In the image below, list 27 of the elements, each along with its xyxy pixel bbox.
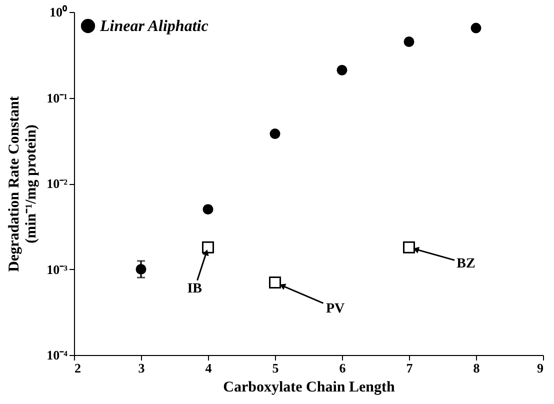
- x-tick-label: 8: [473, 360, 480, 376]
- y-tick-label: 10⁻²: [46, 176, 68, 191]
- point: [403, 241, 415, 254]
- point: [404, 36, 414, 47]
- y-tick-label: 10⁻¹: [46, 90, 68, 106]
- y-tick-label: 10⁰: [50, 4, 68, 20]
- x-tick-label: 2: [74, 360, 81, 376]
- x-axis-title: Carboxylate Chain Length: [223, 380, 396, 396]
- point: [270, 128, 280, 140]
- legend-label: Linear Aliphatic: [99, 18, 208, 35]
- point: [202, 204, 214, 215]
- point: [202, 241, 214, 254]
- y-tick-label: 10⁻⁴: [46, 348, 68, 362]
- x-tick-label: 7: [406, 360, 414, 376]
- x-tick-label: 4: [205, 360, 212, 376]
- x-tick-label: 9: [537, 360, 544, 376]
- annotation: PV: [326, 301, 345, 316]
- x-tick-label: 6: [339, 360, 346, 376]
- annotation: BZ: [456, 256, 476, 272]
- annotation: IB: [187, 282, 202, 297]
- y-tick-label: 10⁻³: [46, 262, 68, 277]
- y-axis-title: Degradation Rate Constant (min⁻¹/mg protein): [6, 96, 40, 272]
- x-tick-label: 3: [138, 360, 146, 376]
- x-tick-label: 5: [272, 360, 280, 376]
- point: [269, 276, 281, 289]
- point: [336, 64, 348, 76]
- point: [470, 22, 482, 34]
